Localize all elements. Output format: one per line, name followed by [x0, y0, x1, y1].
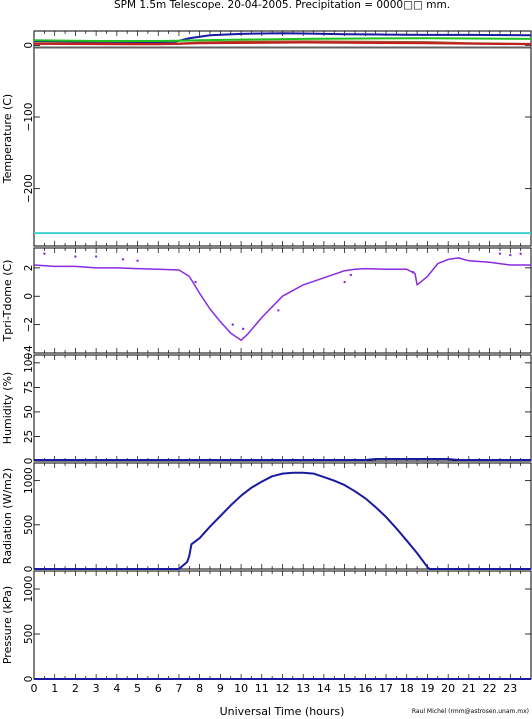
y-tick-label: 0: [23, 458, 35, 465]
x-tick-label: 7: [175, 682, 182, 695]
pressure-frame: [33, 570, 532, 680]
y-tick-label: 1000: [23, 576, 35, 603]
x-axis-tick-labels: 0 1 2 3 4 5 6 7 8 9 10 11 12 13 14 15 16 17 18 19 20 21 22 23: [31, 682, 518, 695]
x-tick-label: 21: [462, 682, 476, 695]
temperature-series-line: [33, 41, 532, 46]
temperature-series-line: [33, 37, 532, 42]
y-tick-label: −4: [23, 345, 35, 361]
y-tick-label: 500: [23, 515, 35, 535]
scatter-point: [231, 323, 234, 326]
temperature-frame: [33, 30, 532, 247]
radiation-frame: [33, 462, 532, 570]
x-tick-label: 12: [276, 682, 290, 695]
humidity-series-line: [34, 458, 531, 461]
x-tick-label: 10: [234, 682, 248, 695]
y-axis-label: Humidity (%): [1, 372, 14, 444]
scatter-point: [519, 252, 522, 255]
x-tick-label: 11: [255, 682, 269, 695]
humidity-panel: 0 25 50 75 100 Humidity (%): [1, 353, 532, 465]
y-tick-label: 50: [23, 405, 35, 418]
x-tick-label: 5: [134, 682, 141, 695]
y-tick-label: −2: [23, 317, 35, 332]
x-tick-label: 3: [93, 682, 100, 695]
x-tick-label: 9: [217, 682, 224, 695]
scatter-point: [94, 255, 98, 258]
x-tick-label: 13: [296, 682, 310, 695]
pressure-panel: 0 500 1000 Pressure (kPa): [1, 570, 532, 683]
temperature-panel: 0 −100 −200 Temperature (C): [1, 30, 532, 247]
x-axis-label: Universal Time (hours): [220, 705, 345, 718]
y-axis-label: Radiation (W/m2): [1, 468, 14, 564]
figure-title: SPM 1.5m Telescope. 20-04-2005. Precipit…: [114, 0, 450, 11]
tpri-tdome-frame: [33, 247, 532, 354]
radiation-series-line: [34, 471, 531, 570]
y-tick-label: 0: [23, 676, 35, 683]
scatter-point: [277, 309, 280, 312]
x-tick-label: 8: [196, 682, 203, 695]
scatter-point: [194, 280, 197, 284]
x-tick-label: 2: [72, 682, 79, 695]
x-tick-label: 18: [400, 682, 414, 695]
chart-panels: 0 −100 −200 Temperature (C) 2 0 −2 −4 Tpri-Tdome…: [1, 30, 532, 683]
y-tick-label: 1000: [23, 467, 35, 494]
y-tick-label: 100: [23, 353, 35, 373]
x-tick-label: 17: [379, 682, 393, 695]
scatter-point: [411, 270, 415, 274]
scatter-point: [136, 259, 139, 262]
scatter-point: [74, 255, 77, 258]
scatter-point: [43, 252, 46, 255]
credit-text: Raul Michel (rmm@astrosen.unam.mx): [412, 708, 529, 715]
x-tick-label: 0: [31, 682, 38, 695]
x-tick-label: 22: [483, 682, 497, 695]
x-tick-label: 15: [338, 682, 352, 695]
y-axis-label: Pressure (kPa): [1, 586, 14, 664]
scatter-point: [498, 252, 502, 255]
x-tick-label: 16: [358, 682, 372, 695]
y-tick-label: 0: [23, 42, 35, 49]
y-tick-label: −200: [23, 174, 35, 203]
y-tick-label: 75: [23, 381, 35, 394]
y-tick-label: 500: [23, 624, 35, 644]
x-tick-label: 19: [420, 682, 434, 695]
humidity-frame: [33, 354, 532, 462]
y-axis-label: Temperature (C): [1, 94, 14, 184]
scatter-point: [349, 273, 353, 277]
x-tick-label: 14: [317, 682, 331, 695]
tpri-tdome-series-line: [33, 257, 531, 341]
tpri-tdome-panel: 2 0 −2 −4 Tpri-Tdome (C): [1, 247, 532, 361]
temperature-series-line: [33, 32, 532, 44]
x-tick-label: 4: [113, 682, 120, 695]
y-tick-label: −100: [23, 103, 35, 132]
scatter-point: [343, 280, 346, 284]
scatter-point: [121, 258, 125, 261]
x-tick-label: 1: [51, 682, 58, 695]
y-tick-label: 0: [23, 566, 35, 573]
radiation-panel: 0 500 1000 Radiation (W/m2): [1, 462, 532, 573]
scatter-point: [509, 253, 512, 257]
y-tick-label: 25: [23, 430, 35, 443]
y-tick-label: 2: [23, 265, 35, 272]
scatter-point: [241, 327, 245, 331]
x-tick-label: 20: [441, 682, 455, 695]
y-axis-label: Tpri-Tdome (C): [1, 260, 14, 343]
x-tick-label: 6: [155, 682, 162, 695]
x-tick-label: 23: [503, 682, 517, 695]
y-tick-label: 0: [23, 293, 35, 300]
